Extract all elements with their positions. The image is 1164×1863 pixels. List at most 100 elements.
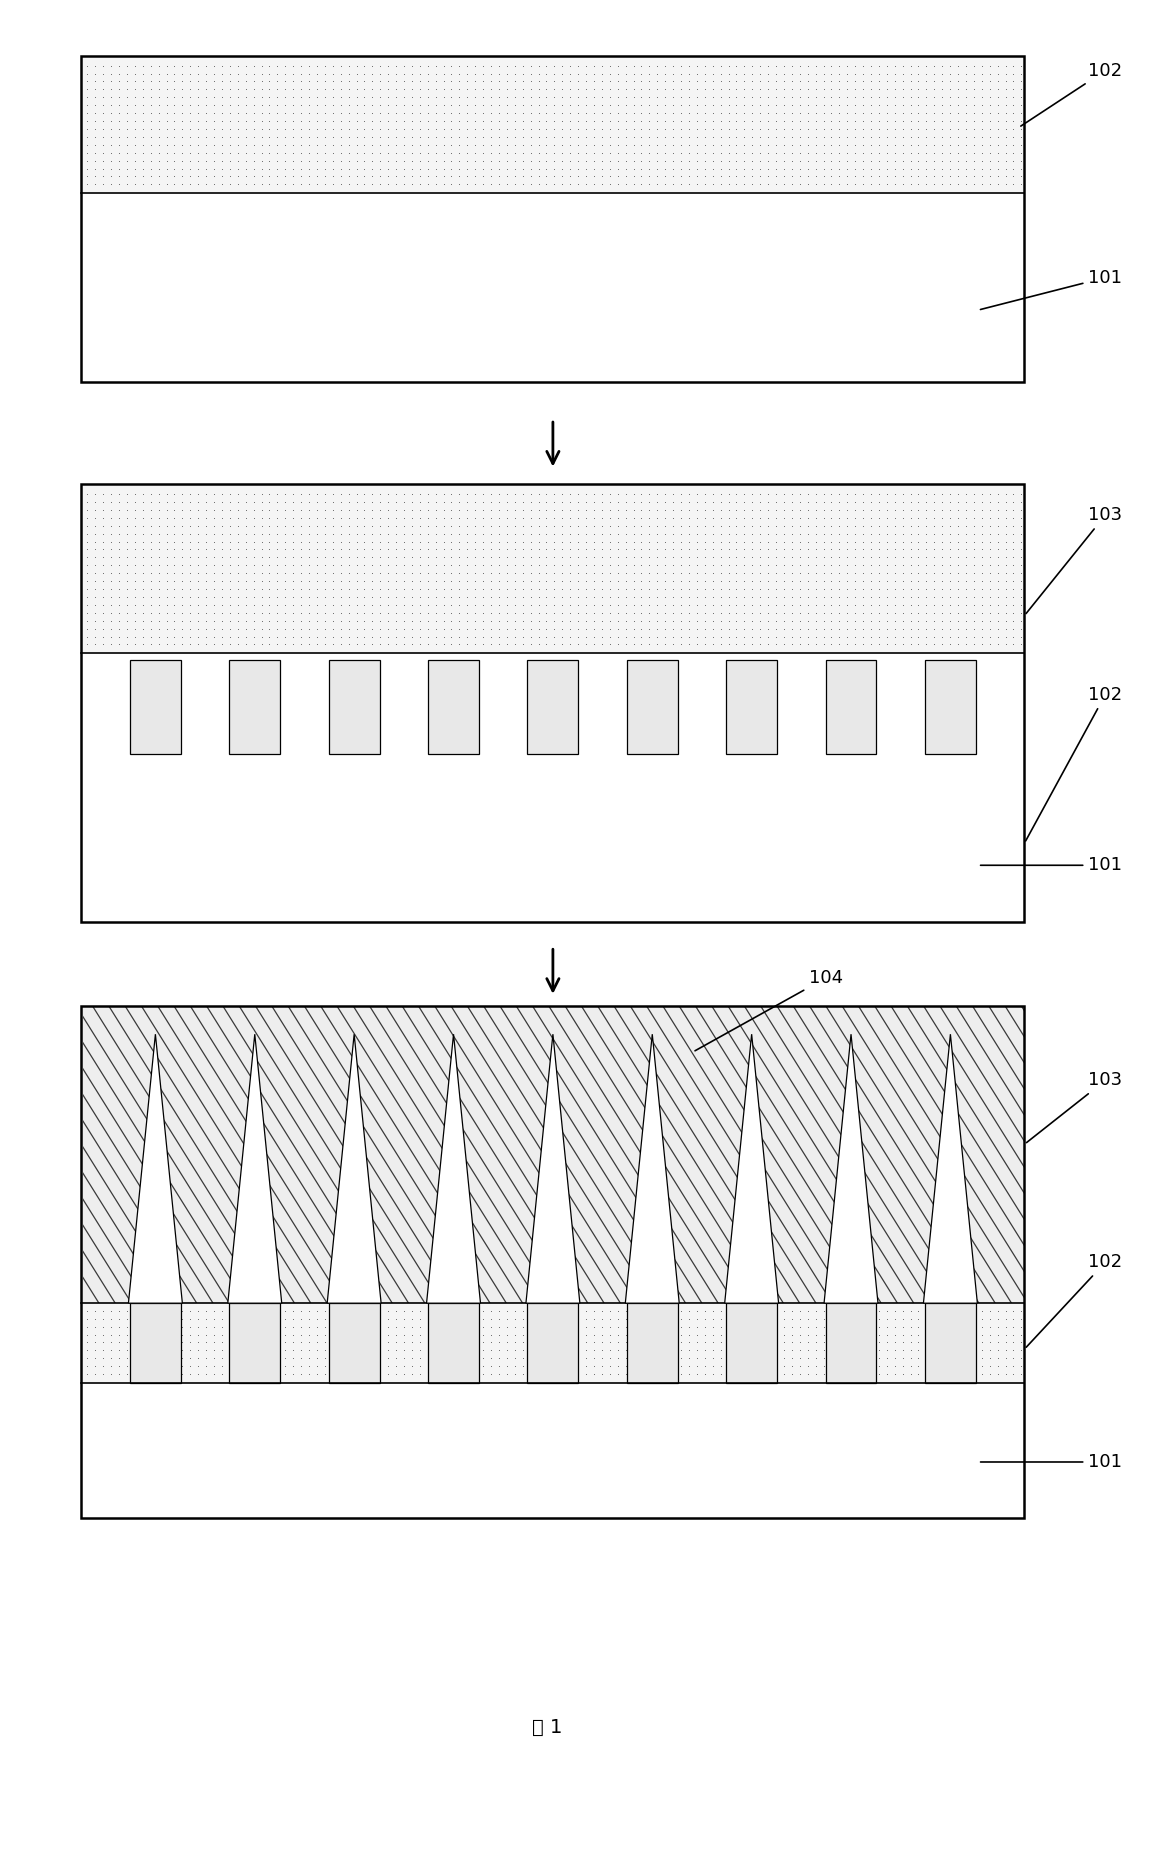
Point bbox=[213, 1319, 232, 1349]
Point bbox=[276, 1336, 294, 1366]
Point bbox=[728, 89, 746, 119]
Point bbox=[433, 732, 452, 762]
Point bbox=[253, 99, 271, 129]
Point bbox=[364, 1338, 383, 1367]
Point bbox=[655, 527, 674, 557]
Point bbox=[268, 121, 286, 151]
Point bbox=[949, 67, 967, 97]
Point bbox=[624, 613, 643, 643]
Point bbox=[242, 1321, 261, 1351]
Point bbox=[609, 486, 627, 516]
Point bbox=[426, 566, 445, 596]
Point bbox=[537, 145, 555, 175]
Point bbox=[616, 581, 634, 611]
Point bbox=[86, 99, 105, 129]
Point bbox=[624, 622, 643, 652]
Point bbox=[205, 496, 223, 525]
Point bbox=[378, 58, 397, 88]
Point bbox=[822, 1319, 840, 1349]
Point bbox=[165, 486, 184, 516]
Point bbox=[814, 1360, 832, 1390]
Point bbox=[861, 75, 880, 104]
Bar bbox=[81, 56, 1024, 192]
Point bbox=[996, 591, 1015, 620]
Point bbox=[332, 613, 350, 643]
Point bbox=[403, 622, 421, 652]
Point bbox=[807, 89, 825, 119]
Point bbox=[774, 542, 793, 572]
Point bbox=[339, 486, 357, 516]
Point bbox=[790, 106, 809, 136]
Point bbox=[980, 75, 999, 104]
Point bbox=[166, 669, 185, 699]
Point bbox=[945, 1353, 964, 1382]
Point bbox=[236, 622, 255, 652]
Point bbox=[930, 1362, 949, 1392]
Point bbox=[268, 496, 286, 525]
Point bbox=[513, 486, 532, 516]
Point bbox=[101, 486, 120, 516]
Point bbox=[315, 145, 334, 175]
Point bbox=[754, 693, 773, 723]
Point bbox=[411, 50, 430, 80]
Point bbox=[980, 67, 999, 97]
Point bbox=[655, 591, 674, 620]
Point bbox=[378, 486, 397, 516]
Point bbox=[672, 1312, 690, 1341]
Point bbox=[386, 82, 405, 112]
Polygon shape bbox=[526, 1034, 580, 1304]
Point bbox=[1012, 503, 1030, 533]
Point bbox=[257, 1330, 276, 1360]
Point bbox=[774, 1336, 793, 1366]
Point bbox=[762, 684, 781, 714]
Point bbox=[640, 1336, 659, 1366]
Point bbox=[371, 145, 390, 175]
Point bbox=[474, 535, 492, 564]
Point bbox=[949, 75, 967, 104]
Point bbox=[260, 518, 278, 548]
Point bbox=[268, 503, 286, 533]
Point bbox=[996, 121, 1015, 151]
Point bbox=[378, 138, 397, 168]
Point bbox=[464, 652, 483, 682]
Point bbox=[861, 708, 880, 738]
Point bbox=[292, 535, 311, 564]
Point bbox=[972, 1343, 991, 1373]
Point bbox=[101, 1351, 120, 1380]
Point bbox=[180, 479, 199, 509]
Point bbox=[576, 613, 595, 643]
Point bbox=[767, 1328, 786, 1358]
Point bbox=[569, 145, 588, 175]
Point bbox=[189, 50, 207, 80]
Point bbox=[284, 1304, 303, 1334]
Point bbox=[497, 605, 516, 635]
Point bbox=[576, 106, 595, 136]
Point bbox=[822, 75, 840, 104]
Point bbox=[265, 1299, 284, 1328]
Point bbox=[364, 661, 383, 691]
Point bbox=[647, 1306, 666, 1336]
Point bbox=[236, 138, 255, 168]
Point bbox=[846, 1351, 865, 1380]
Point bbox=[173, 622, 192, 652]
Point bbox=[569, 130, 588, 160]
Point bbox=[846, 1336, 865, 1366]
Point bbox=[759, 1336, 778, 1366]
Point bbox=[126, 1360, 144, 1390]
Point bbox=[774, 598, 793, 628]
Point bbox=[299, 1328, 318, 1358]
Point bbox=[545, 75, 563, 104]
Point bbox=[838, 1297, 857, 1326]
Point bbox=[466, 1312, 484, 1341]
Point bbox=[236, 114, 255, 143]
Point bbox=[909, 67, 928, 97]
Point bbox=[624, 99, 643, 129]
Point bbox=[711, 581, 730, 611]
Point bbox=[1005, 503, 1023, 533]
Point bbox=[703, 591, 722, 620]
Point bbox=[355, 559, 374, 589]
Point bbox=[609, 1312, 627, 1341]
Point bbox=[236, 1343, 255, 1373]
Point bbox=[142, 693, 161, 723]
Point bbox=[253, 510, 271, 540]
